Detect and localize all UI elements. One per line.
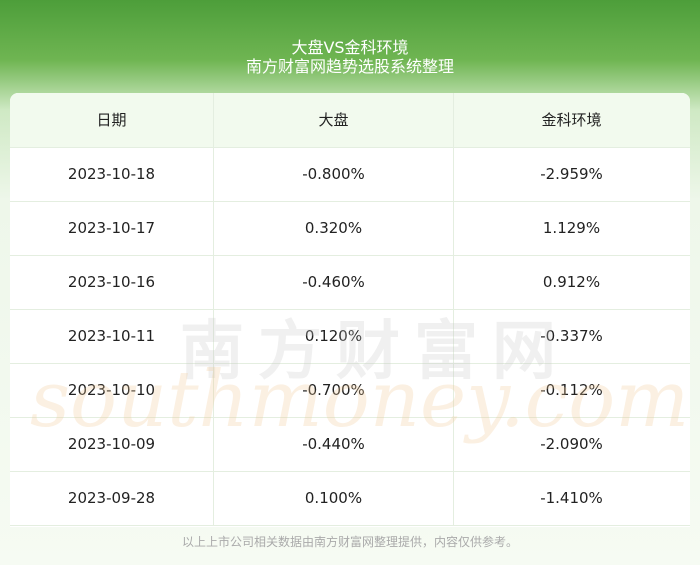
table-cell: 2023-10-10	[67, 381, 156, 399]
table-cell: -0.460%	[213, 255, 454, 309]
table-cell: 2023-10-17	[67, 219, 156, 237]
table-cell: -0.112%	[540, 381, 603, 399]
table-cell: -0.337%	[540, 327, 603, 345]
table-cell: -2.959%	[540, 165, 603, 183]
table-cell: 1.129%	[542, 219, 601, 237]
table-row: 2023-10-18 -0.800% -2.959%	[10, 147, 690, 202]
table-cell: 2023-09-28	[67, 489, 156, 507]
title: 大盘VS金科环境	[291, 38, 409, 57]
table-cell: 0.100%	[213, 471, 454, 525]
table-cell: 2023-10-16	[67, 273, 156, 291]
table-row: 2023-09-28 0.100% -1.410%	[10, 471, 690, 526]
table-cell: 2023-10-09	[67, 435, 156, 453]
header-row: 日期 大盘 金科环境	[10, 93, 690, 148]
table-cell: -0.800%	[213, 147, 454, 201]
table-row: 2023-10-10 -0.700% -0.112%	[10, 363, 690, 418]
table-cell: 0.320%	[213, 201, 454, 255]
table-row: 2023-10-09 -0.440% -2.090%	[10, 417, 690, 472]
table-cell: -1.410%	[540, 489, 603, 507]
table-cell: -2.090%	[540, 435, 603, 453]
table-row: 2023-10-17 0.320% 1.129%	[10, 201, 690, 256]
footer: 以上上市公司相关数据由南方财富网整理提供，内容仅供参考。	[181, 535, 518, 549]
column-header: 日期	[96, 111, 127, 129]
table-cell: -0.700%	[213, 363, 454, 417]
table-cell: 0.120%	[213, 309, 454, 363]
column-header: 大盘	[213, 93, 454, 147]
table-cell: 2023-10-18	[67, 165, 156, 183]
table-row: 2023-10-11 0.120% -0.337%	[10, 309, 690, 364]
subtitle: 南方财富网趋势选股系统整理	[245, 57, 454, 76]
table-cell: 2023-10-11	[67, 327, 156, 345]
table: 日期 大盘 金科环境 2023-10-18 -0.800% -2.959% 2023-10-…	[10, 93, 690, 527]
column-header: 金科环境	[541, 111, 602, 129]
table-cell: -0.440%	[213, 417, 454, 471]
table-row: 2023-10-16 -0.460% 0.912%	[10, 255, 690, 310]
table-cell: 0.912%	[542, 273, 601, 291]
